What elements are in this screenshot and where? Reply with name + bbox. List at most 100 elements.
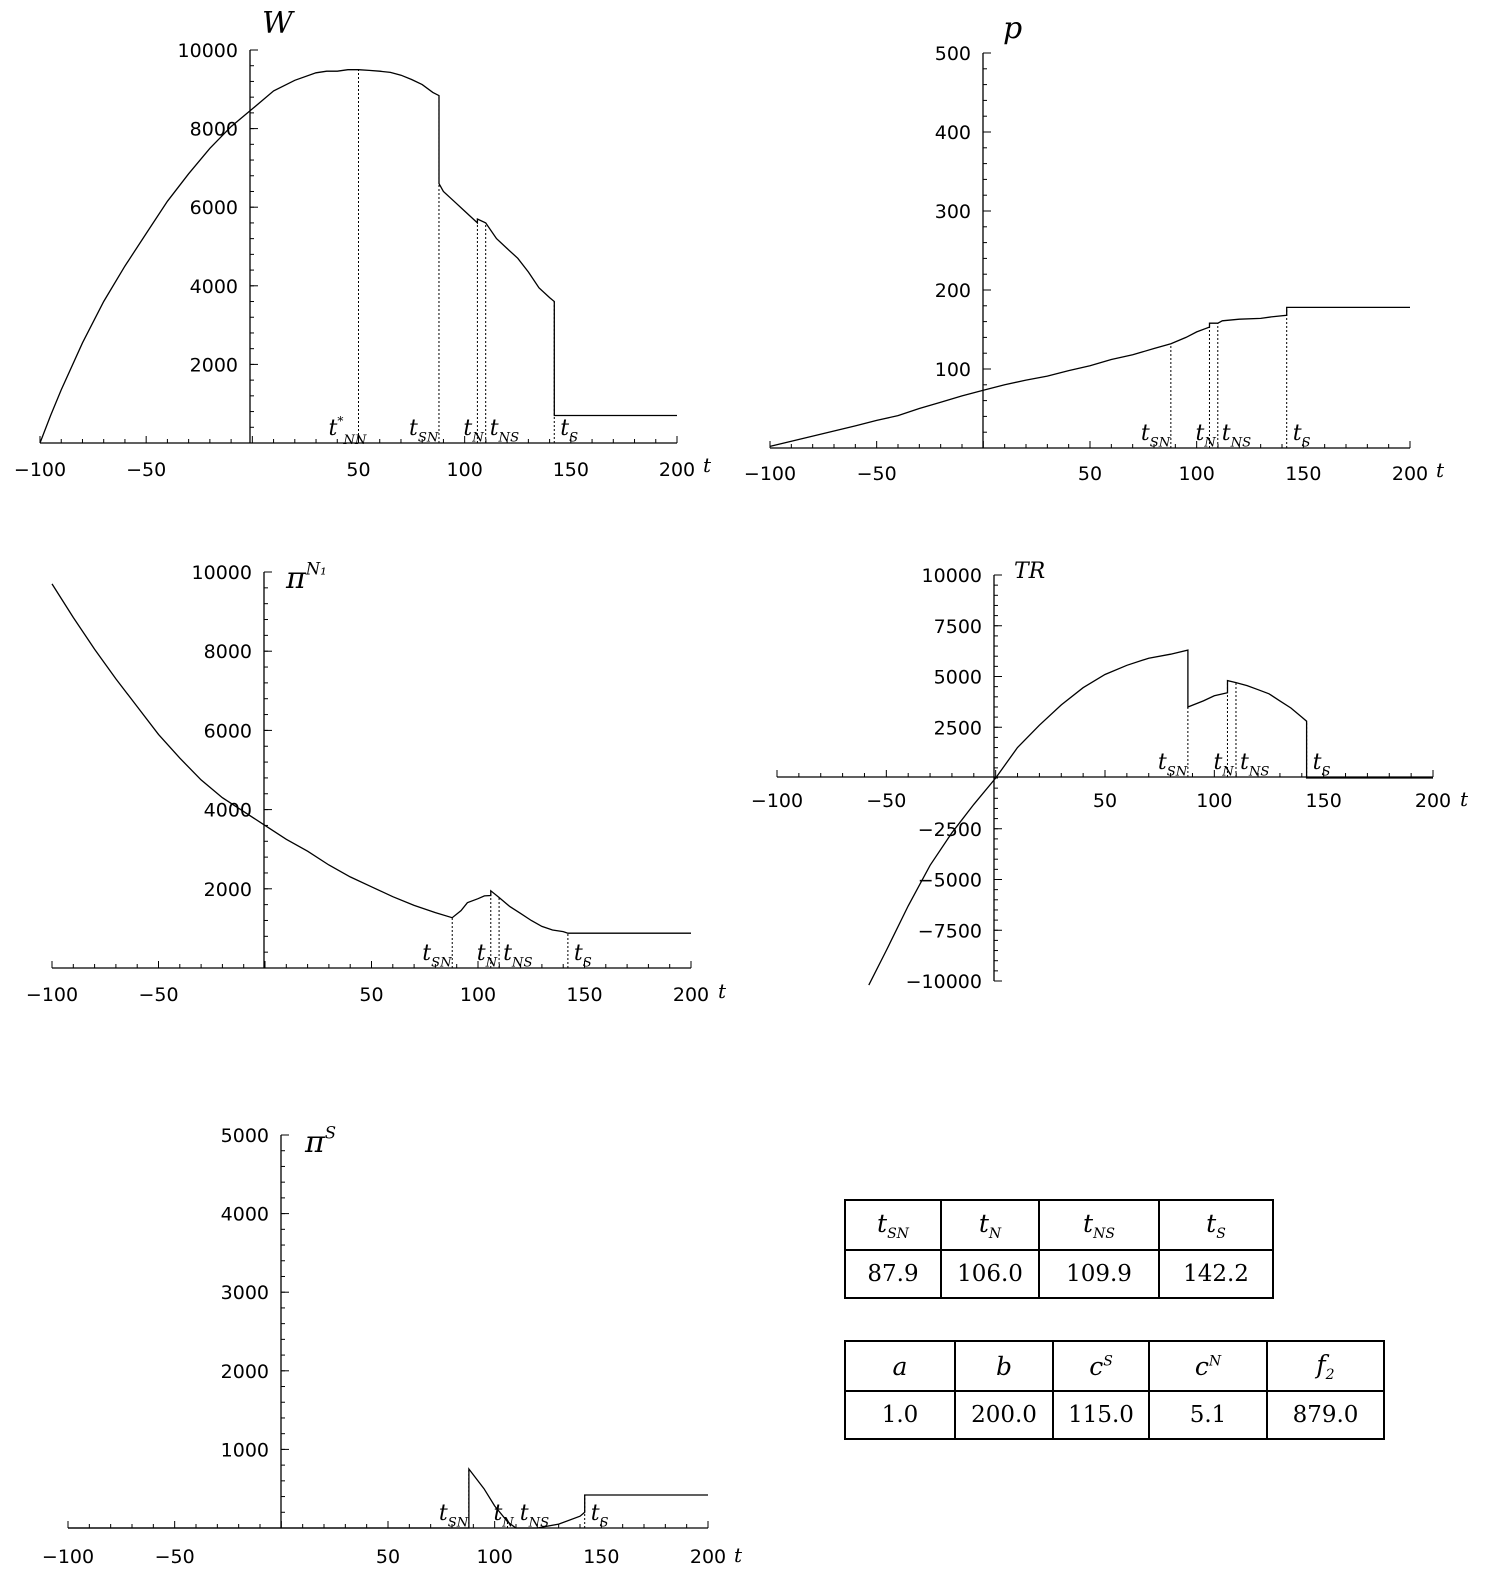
- x-axis-label: t: [734, 1543, 743, 1567]
- threshold-marker-label: tN: [477, 941, 498, 971]
- y-tick-label: 5000: [221, 1125, 269, 1147]
- y-tick-label: 4000: [190, 276, 238, 298]
- parameter-header: a: [844, 1340, 956, 1392]
- welfare-chart: −100 −50 50 100 150 200 2000 4000 6000 8000 10000 W…: [14, 6, 712, 481]
- threshold-value-row: 87.9 106.0 109.9 142.2: [844, 1249, 1274, 1299]
- chart-title: p: [1003, 11, 1022, 46]
- y-tick-label: 2000: [221, 1361, 269, 1383]
- x-tick-label: 100: [1179, 463, 1215, 485]
- parameter-value-row: 1.0 200.0 115.0 5.1 879.0: [844, 1390, 1385, 1440]
- y-tick-label: 10000: [178, 40, 238, 62]
- series-line: [39, 69, 677, 444]
- threshold-header: tN: [940, 1199, 1040, 1251]
- x-tick-label: 200: [673, 984, 709, 1006]
- x-tick-label: −50: [126, 459, 166, 481]
- threshold-header-row: tSN tN tNS tS: [844, 1199, 1274, 1251]
- y-tick-label: 4000: [221, 1204, 269, 1226]
- threshold-marker-label: tSN: [1158, 750, 1188, 780]
- x-tick-label: −100: [26, 984, 78, 1006]
- chart-title: TR: [1014, 559, 1045, 584]
- parameter-header: b: [954, 1340, 1054, 1392]
- threshold-marker-label: tSN: [439, 1501, 469, 1531]
- threshold-marker-label: tN: [1195, 421, 1216, 451]
- y-tick-label: 8000: [204, 641, 252, 663]
- y-tick-label: 3000: [221, 1282, 269, 1304]
- x-tick-label: −100: [751, 790, 803, 812]
- parameter-header-row: a b cS cN f2: [844, 1340, 1385, 1392]
- threshold-marker-label: tNS: [490, 416, 519, 446]
- y-tick-label: 2000: [190, 354, 238, 376]
- threshold-marker-label: tN: [493, 1501, 514, 1531]
- x-tick-label: 200: [1392, 463, 1428, 485]
- threshold-value: 142.2: [1158, 1249, 1274, 1299]
- threshold-value: 87.9: [844, 1249, 942, 1299]
- parameter-value: 200.0: [954, 1390, 1054, 1440]
- x-tick-label: −100: [42, 1546, 94, 1568]
- parameter-header: cS: [1052, 1340, 1150, 1392]
- x-tick-label: −50: [857, 463, 897, 485]
- series-line: [51, 583, 691, 934]
- north-profit-chart: −100 −50 50 100 150 200 2000 4000 6000 8000 10000 π…: [26, 560, 727, 1007]
- threshold-marker-label: tS: [591, 1501, 609, 1531]
- threshold-header: tNS: [1038, 1199, 1160, 1251]
- series-line: [868, 649, 1433, 986]
- y-tick-label: 500: [935, 43, 971, 65]
- x-tick-label: 50: [346, 459, 370, 481]
- south-profit-chart: −100 −50 50 100 150 200 1000 2000 3000 4000 5000 πS…: [42, 1124, 743, 1569]
- series-line: [769, 306, 1410, 448]
- x-tick-label: 50: [1078, 463, 1102, 485]
- y-tick-label: 1000: [221, 1439, 269, 1461]
- x-tick-label: 150: [583, 1546, 619, 1568]
- x-tick-label: 100: [460, 984, 496, 1006]
- x-tick-label: 50: [359, 984, 383, 1006]
- threshold-marker-label: tN: [463, 416, 484, 446]
- y-tick-label: 6000: [204, 720, 252, 742]
- x-tick-label: −100: [14, 459, 66, 481]
- threshold-marker-label: tS: [1313, 750, 1331, 780]
- parameter-value: 1.0: [844, 1390, 956, 1440]
- x-tick-label: 50: [376, 1546, 400, 1568]
- chart-title: πS: [304, 1124, 336, 1161]
- x-tick-label: 150: [566, 984, 602, 1006]
- series-line: [68, 1467, 708, 1529]
- y-tick-label: 7500: [934, 616, 982, 638]
- threshold-marker-label: tNS: [1240, 750, 1269, 780]
- y-tick-label: −7500: [918, 920, 982, 942]
- y-tick-label: 10000: [192, 562, 252, 584]
- y-tick-label: 400: [935, 122, 971, 144]
- threshold-marker-label: tN: [1213, 750, 1234, 780]
- x-axis-label: t: [1460, 787, 1469, 811]
- parameter-header: cN: [1148, 1340, 1268, 1392]
- threshold-marker-label: t*NN: [329, 414, 367, 448]
- x-tick-label: 150: [1285, 463, 1321, 485]
- y-tick-label: 5000: [934, 667, 982, 689]
- y-tick-label: 6000: [190, 197, 238, 219]
- y-tick-label: 10000: [922, 565, 982, 587]
- x-tick-label: 100: [447, 459, 483, 481]
- y-tick-label: 8000: [190, 119, 238, 141]
- x-tick-label: 200: [690, 1546, 726, 1568]
- threshold-table: tSN tN tNS tS 87.9 106.0 109.9 142.2: [844, 1199, 1274, 1299]
- x-tick-label: 200: [1415, 790, 1451, 812]
- x-tick-label: 200: [659, 459, 695, 481]
- x-axis-label: t: [703, 453, 712, 477]
- y-tick-label: −10000: [906, 971, 982, 993]
- y-tick-label: 300: [935, 201, 971, 223]
- x-tick-label: −100: [744, 463, 796, 485]
- x-axis-label: t: [1436, 458, 1445, 482]
- threshold-marker-label: tS: [1293, 421, 1311, 451]
- threshold-header: tSN: [844, 1199, 942, 1251]
- y-tick-label: 4000: [204, 800, 252, 822]
- chart-title: πN₁: [285, 560, 327, 597]
- chart-title: W: [262, 6, 295, 41]
- price-chart: −100 −50 50 100 150 200 100 200 300 400 500 p t tSN tN…: [744, 11, 1445, 485]
- x-tick-label: −50: [155, 1546, 195, 1568]
- x-tick-label: 100: [1196, 790, 1232, 812]
- x-tick-label: 150: [1306, 790, 1342, 812]
- threshold-marker-label: tS: [574, 941, 592, 971]
- threshold-value: 109.9: [1038, 1249, 1160, 1299]
- threshold-marker-label: tS: [560, 416, 578, 446]
- threshold-marker-label: tNS: [503, 941, 532, 971]
- y-tick-label: 100: [935, 359, 971, 381]
- threshold-marker-label: tNS: [520, 1501, 549, 1531]
